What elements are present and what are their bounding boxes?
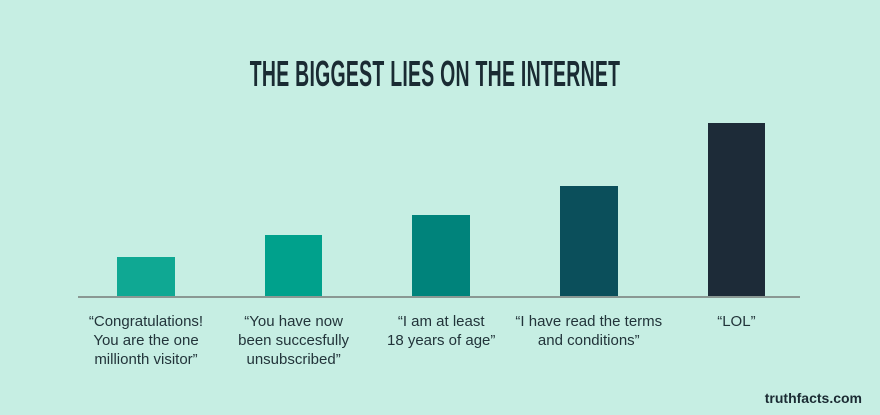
bar-label: “You have now been succesfully unsubscri… [238, 313, 350, 368]
bar [264, 235, 323, 296]
chart-title: THE BIGGEST LIES ON THE INTERNET [249, 53, 621, 94]
title-container: THE BIGGEST LIES ON THE INTERNET [0, 56, 880, 92]
x-axis-line [78, 296, 800, 298]
bar [560, 186, 618, 296]
bar [707, 123, 766, 296]
bar [412, 215, 470, 296]
bar-label: “I am at least 18 years of age” [386, 313, 496, 349]
bar-label: “I have read the terms and conditions” [515, 313, 663, 349]
bar-label: “Congratulations! You are the one millio… [88, 313, 204, 368]
bar-label: “LOL” [717, 313, 756, 330]
watermark: truthfacts.com [764, 390, 862, 406]
bar [117, 257, 175, 296]
